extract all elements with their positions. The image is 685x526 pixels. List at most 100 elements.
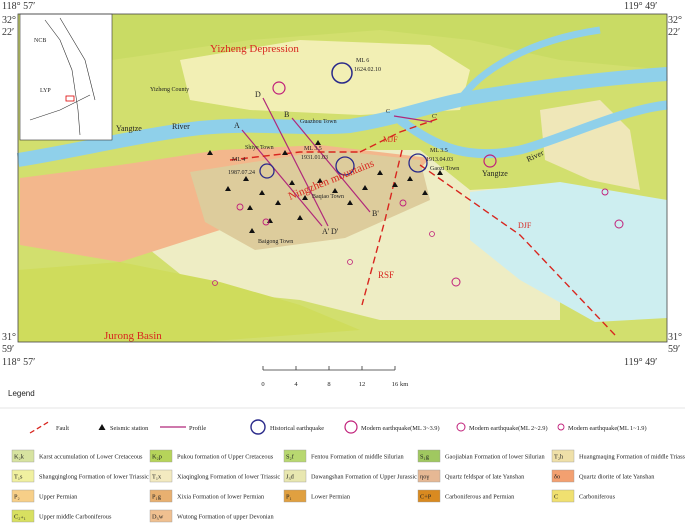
legend-unit-code: D₃w: [152, 514, 164, 521]
legend-symbol-label: Modern earthquake(ML 2~2.9): [469, 425, 548, 432]
map-frame: [17, 13, 668, 343]
station-triangles: [207, 140, 443, 233]
modern-earthquake: [347, 259, 353, 265]
quake-label: ML 3.5: [304, 146, 322, 152]
profile-label: B': [372, 209, 379, 218]
corner-label: 31°: [2, 332, 16, 343]
legend-unit-swatch: [417, 489, 441, 503]
scale-label: 12: [359, 381, 366, 388]
legend-unit-swatch: [11, 509, 35, 523]
legend-unit-swatch: [283, 469, 307, 483]
place-label: Baqiao Town: [312, 194, 344, 200]
legend-units: K₂k Karst accumulation of Lower Cretaceou…: [11, 449, 685, 523]
scale-label: 16: [392, 381, 399, 388]
legend-symbol-label: Fault: [56, 425, 69, 432]
legend-unit-code: δo: [554, 474, 560, 481]
river-label: Yangtze: [482, 169, 508, 178]
legend-unit-swatch: [149, 509, 173, 523]
modern-earthquake: [262, 218, 270, 226]
legend-unit-code: J₃d: [286, 474, 295, 481]
corner-label: 118° 57′: [2, 357, 35, 368]
legend-unit-swatch: [11, 469, 35, 483]
legend-unit-code: P₁: [286, 494, 292, 501]
legend-modern-symbol: [557, 423, 565, 431]
inset-study-area: [65, 95, 75, 102]
legend-unit-code: S₂f: [286, 454, 295, 461]
place-label: Baigong Town: [258, 239, 293, 245]
legend-historical-symbol: [250, 419, 266, 435]
corner-label: 22′: [668, 27, 680, 38]
quake-label: ML 3.5: [430, 148, 448, 154]
legend-unit-desc: Dawangshan Formation of Upper Jurassic: [311, 474, 417, 481]
place-label: Yizheng County: [150, 87, 189, 93]
place-label: Gaozi Town: [430, 166, 459, 172]
inset-map: [19, 13, 113, 141]
legend-unit-swatch: [149, 489, 173, 503]
yangtze-river: [16, 67, 668, 167]
historical-earthquake: [331, 62, 353, 84]
legend-symbol-label: Seismic station: [110, 425, 149, 432]
legend-station-symbol: [98, 424, 106, 430]
legend-fault-symbol: [29, 420, 51, 434]
legend-unit-swatch: [417, 449, 441, 463]
legend-unit-desc: Xiaqinglong Formation of lower Triassic: [177, 474, 280, 481]
legend-unit-desc: Quartz feldspar of late Yanshan: [445, 474, 525, 481]
legend-unit-desc: Gaojiabian Formation of lower Silurian: [445, 454, 546, 461]
scale-label: 0: [261, 381, 264, 388]
legend-unit-desc: Lower Permian: [311, 494, 351, 501]
legend-symbol-label: Profile: [189, 425, 206, 432]
legend-unit-code: P₁g: [152, 494, 162, 501]
legend-title: Legend: [8, 389, 35, 398]
legend-unit-desc: Fentou Formation of middle Silurian: [311, 454, 405, 461]
modern-earthquake: [451, 277, 461, 287]
corner-label: 59′: [2, 344, 14, 355]
modern-earthquake: [399, 199, 407, 207]
profile-label: D: [255, 90, 261, 99]
quake-date: 1931.01.03: [301, 155, 328, 161]
legend-unit-code: C₂₊₁: [14, 514, 26, 521]
fault-label: RSF: [378, 270, 394, 280]
jurong-unit: [18, 262, 360, 342]
region-label: Yizheng Depression: [210, 43, 299, 55]
legend-unit-code: T₁x: [152, 474, 162, 481]
profile-label: A: [234, 121, 240, 130]
place-label: Shiye Town: [245, 145, 274, 151]
eastern-unit: [470, 182, 667, 322]
historical-earthquake: [259, 163, 275, 179]
profile-label: D': [331, 227, 339, 236]
legend-unit-desc: Xixia Formation of lower Permian: [177, 494, 265, 501]
river-label: River: [172, 122, 190, 131]
legend-unit-code: S₁g: [420, 454, 430, 461]
quake-date: 1913.04.03: [426, 157, 453, 163]
corner-label: 32°: [2, 15, 16, 26]
legend-unit-desc: Carboniferous and Permian: [445, 494, 515, 501]
scale-label: 8: [327, 381, 330, 388]
scale-bar: 0 4 8 12 16 km: [261, 366, 408, 388]
fault: [229, 151, 360, 161]
fault-label: DJF: [518, 221, 532, 230]
legend-modern-symbol: [456, 422, 466, 432]
legend-unit-desc: Upper middle Carboniferous: [39, 514, 112, 521]
place-label: Guazhou Town: [300, 119, 337, 125]
legend-unit-swatch: [551, 449, 575, 463]
profiles: [241, 97, 433, 227]
corner-label: 119° 49′: [624, 357, 657, 368]
legend-symbol-label: Modern earthquake(ML 1~1.9): [568, 425, 647, 432]
legend-unit-desc: Carboniferous: [579, 494, 616, 501]
yizheng-depression-unit: [180, 40, 470, 115]
legend-unit-desc: Karst accumulation of Lower Cretaceous: [39, 454, 143, 461]
corner-label: 118° 57′: [2, 1, 35, 12]
fault-mjf: [359, 117, 441, 153]
inset-lines: [29, 17, 96, 136]
quake-date: 1987.07.24: [228, 170, 255, 176]
legend-unit-code: T₂h: [554, 454, 564, 461]
legend-modern-symbol: [344, 420, 358, 434]
legend-unit-desc: Pukou formation of Upper Cretaceous: [177, 454, 274, 461]
ningzhen-unit: [190, 150, 430, 250]
corner-label: 22′: [2, 27, 14, 38]
legend-unit-code: K₂k: [14, 454, 25, 461]
legend-unit-desc: Wutong Formation of upper Devonian: [177, 514, 274, 521]
northern-unit: [112, 14, 667, 70]
